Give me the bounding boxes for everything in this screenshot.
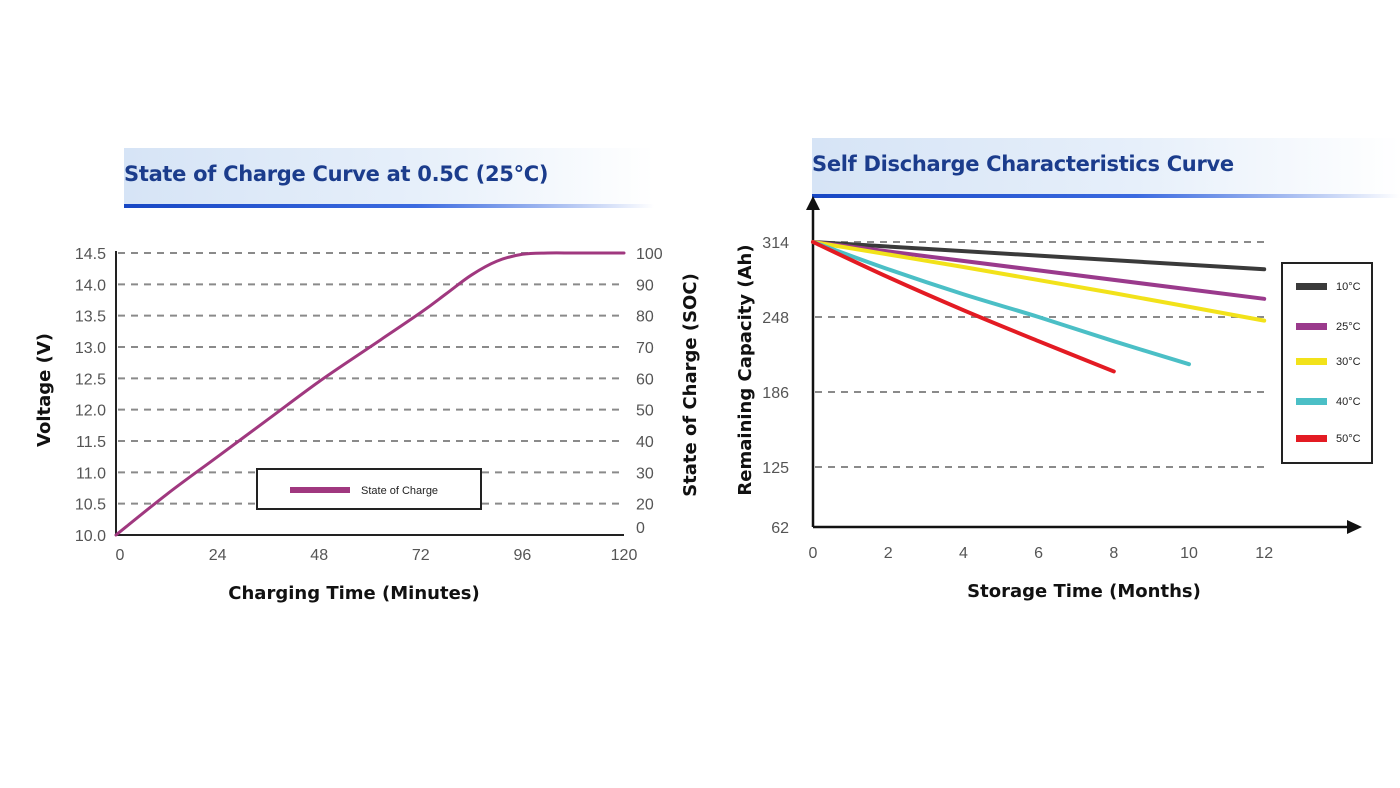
self-discharge-chart: 62 125 186 248 314 0 2 4 6 8 10 12 Storage Time (Mon… [735, 196, 1373, 602]
y-tick-label: 11.5 [76, 434, 106, 451]
soc-chart-title-banner: State of Charge Curve at 0.5C (25°C) [124, 148, 654, 208]
x-axis-title: Storage Time (Months) [967, 581, 1201, 602]
y-tick-label: 248 [762, 310, 789, 327]
legend: State of Charge [256, 468, 482, 510]
legend-label: 10°C [1336, 281, 1361, 293]
y-tick-label: 14.0 [75, 277, 106, 294]
y-tick-label: 14.5 [75, 246, 106, 263]
legend-swatch [1296, 323, 1327, 330]
x-tick-label: 12 [1255, 545, 1273, 562]
x-tick-label: 24 [209, 547, 227, 564]
y-tick-label: 12.5 [75, 371, 106, 388]
y-right-tick-label: 90 [636, 277, 654, 294]
y-right-tick-label: 0 [636, 520, 645, 537]
y-right-tick-label: 60 [636, 371, 654, 388]
series-line-50c [811, 240, 1116, 374]
title-underline [124, 204, 654, 208]
soc-chart: 10.0 10.5 11.0 11.5 12.0 12.5 13.0 13.5 14.0 14.5… [34, 246, 701, 604]
legend-swatch [290, 487, 350, 493]
y-tick-label: 13.0 [75, 340, 106, 357]
legend-label: 50°C [1336, 433, 1361, 445]
y-tick-label: 62 [771, 520, 789, 537]
x-tick-label: 0 [809, 545, 818, 562]
series-line-30c [811, 240, 1267, 323]
x-tick-label: 120 [611, 547, 638, 564]
y-tick-label: 11.0 [76, 465, 106, 482]
x-axis-arrow-icon [1347, 520, 1362, 534]
x-axis-title: Charging Time (Minutes) [228, 583, 479, 604]
legend-label: 30°C [1336, 356, 1361, 368]
y-tick-label: 12.0 [75, 403, 106, 420]
legend: 10°C 25°C 30°C 40°C 50°C [1281, 262, 1373, 464]
y-right-axis-title: State of Charge (SOC) [680, 273, 701, 497]
self-discharge-chart-title-banner: Self Discharge Characteristics Curve [812, 138, 1400, 198]
y-right-tick-label: 80 [636, 309, 654, 326]
y-axis-title: Voltage (V) [34, 333, 55, 447]
y-right-tick-label: 30 [636, 465, 654, 482]
y-tick-label: 10.5 [75, 497, 106, 514]
x-tick-label: 96 [514, 547, 532, 564]
y-tick-label: 13.5 [75, 309, 106, 326]
y-tick-label: 314 [762, 235, 789, 252]
title-underline [812, 194, 1400, 198]
series-line-25c [811, 240, 1267, 301]
y-tick-label: 125 [762, 460, 789, 477]
legend-label: 40°C [1336, 396, 1361, 408]
x-tick-label: 10 [1180, 545, 1198, 562]
y-axis-arrow-icon [806, 196, 820, 210]
y-axis-title: Remaining Capacity (Ah) [735, 244, 756, 495]
legend-swatch [1296, 358, 1327, 365]
y-right-tick-label: 50 [636, 403, 654, 420]
series-line-state-of-charge [114, 251, 626, 537]
self-discharge-chart-title: Self Discharge Characteristics Curve [812, 152, 1234, 176]
y-right-tick-label: 70 [636, 340, 654, 357]
soc-chart-title: State of Charge Curve at 0.5C (25°C) [124, 162, 549, 186]
x-tick-label: 4 [959, 545, 968, 562]
series-line-10c [811, 240, 1267, 272]
y-right-tick-label: 40 [636, 434, 654, 451]
x-tick-label: 72 [412, 547, 430, 564]
x-tick-label: 6 [1034, 545, 1043, 562]
x-tick-label: 8 [1109, 545, 1118, 562]
x-tick-label: 2 [884, 545, 893, 562]
legend-swatch [1296, 435, 1327, 442]
y-tick-label: 10.0 [75, 528, 106, 545]
x-tick-label: 48 [310, 547, 328, 564]
x-tick-label: 0 [116, 547, 125, 564]
legend-label: 25°C [1336, 321, 1361, 333]
legend-swatch [1296, 398, 1327, 405]
y-tick-label: 186 [762, 385, 789, 402]
legend-label: State of Charge [361, 485, 438, 497]
y-right-tick-label: 100 [636, 246, 663, 263]
legend-swatch [1296, 283, 1327, 290]
series-line-40c [811, 240, 1191, 367]
y-right-tick-label: 20 [636, 497, 654, 514]
